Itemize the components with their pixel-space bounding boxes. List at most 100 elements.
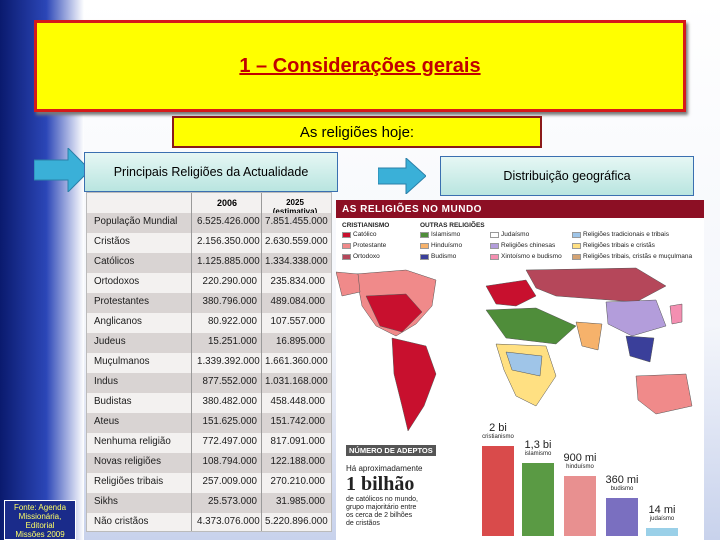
row-value: 31.985.000 [275, 496, 325, 507]
adepts-bar [646, 528, 678, 536]
bar-religion: cristianismo [482, 434, 514, 440]
legend-item: Xintoísmo e budismo [490, 253, 562, 260]
table-row: Ateus 151.625.000 151.742.000 [87, 413, 331, 434]
bar-label: 2 bi cristianismo [474, 422, 522, 440]
row-value: 2.156.350.000 [197, 236, 260, 247]
legend-swatch [572, 253, 581, 260]
legend-item: Protestante [342, 242, 386, 249]
row-label: Anglicanos [94, 316, 142, 327]
row-label: Judeus [94, 336, 126, 347]
bar-value: 14 mi [648, 504, 676, 517]
table-row: Anglicanos 80.922.000 107.557.000 [87, 313, 331, 334]
row-value: 1.125.885.000 [197, 256, 260, 267]
row-value: 220.290.000 [202, 276, 257, 287]
legend-item: Ortodoxo [342, 253, 380, 260]
legend-label: Islamismo [431, 231, 461, 238]
legend-item: Religiões tribais e cristãs [572, 242, 655, 249]
legend-label: Budismo [431, 253, 457, 260]
legend-heading: OUTRAS RELIGIÕES [420, 222, 485, 229]
row-value: 257.009.000 [202, 476, 257, 487]
row-label: Muçulmanos [94, 356, 150, 367]
row-value: 4.373.076.000 [197, 516, 260, 527]
legend-item: Religiões chinesas [490, 242, 555, 249]
religions-table: 2006 2025 (estimativa) População Mundial… [86, 192, 332, 532]
row-value: 235.834.000 [270, 276, 325, 287]
row-value: 25.573.000 [207, 496, 257, 507]
bar-value: 900 mi [563, 451, 597, 464]
row-label: Cristãos [94, 236, 130, 247]
bar-religion: hinduísmo [566, 463, 594, 470]
adepts-text: grupo majoritário entre [346, 504, 417, 511]
row-label: População Mundial [94, 216, 178, 227]
legend-item: Islamismo [420, 231, 460, 238]
row-value: 1.661.360.000 [265, 356, 328, 367]
legend-label: Judaísmo [501, 231, 530, 238]
row-value: 5.220.896.000 [265, 516, 328, 527]
row-value: 107.557.000 [270, 316, 325, 327]
legend-label: Religiões tradicionais e tribais [583, 231, 669, 238]
bar-label: 14 mi judaísmo [638, 504, 686, 522]
row-value: 151.625.000 [202, 416, 257, 427]
row-value: 458.448.000 [270, 396, 325, 407]
row-label: Budistas [94, 396, 132, 407]
table-row: Indus 877.552.000 1.031.168.000 [87, 373, 331, 394]
legend-label: Hinduísmo [431, 242, 463, 249]
bar-value: 1,3 bi [524, 439, 552, 452]
legend-item: Católico [342, 231, 376, 238]
adepts-text: de cristãos [346, 520, 380, 527]
row-value: 15.251.000 [207, 336, 257, 347]
legend-swatch [342, 231, 351, 238]
table-row: Budistas 380.482.000 458.448.000 [87, 393, 331, 414]
table-header: 2006 [216, 198, 238, 208]
legend-swatch [572, 242, 581, 249]
row-value: 1.339.392.000 [197, 356, 260, 367]
legend-item: Hinduísmo [420, 242, 462, 249]
right-label: Distribuição geográfica [503, 169, 631, 183]
legend-swatch [490, 253, 499, 260]
legend-label: Religiões tribais e cristãs [583, 242, 655, 249]
row-value: 2.630.559.000 [265, 236, 328, 247]
row-label: Nenhuma religião [94, 436, 171, 447]
adepts-big-number: 1 bilhão [346, 473, 415, 495]
legend-label: Xintoísmo e budismo [501, 253, 562, 260]
table-row: Novas religiões 108.794.000 122.188.000 [87, 453, 331, 474]
bar-label: 900 mi hinduísmo [556, 452, 604, 470]
table-row: População Mundial 6.525.426.000 7.851.455.… [87, 213, 331, 234]
adepts-text: os cerca de 2 bilhões [346, 512, 413, 519]
row-value: 1.031.168.000 [265, 376, 328, 387]
title-box: 1 – Considerações gerais [34, 20, 686, 112]
source-line: Fonte: Agenda [13, 503, 67, 512]
table-header-row: 2006 2025 (estimativa) [87, 193, 331, 216]
legend-label: Católico [353, 231, 377, 238]
adepts-bar [522, 463, 554, 536]
row-value: 380.482.000 [202, 396, 257, 407]
adepts-bar [606, 497, 638, 536]
legend-label: Religiões tribais, cristãs e muçulmana [583, 253, 693, 260]
legend-item: Budismo [420, 253, 456, 260]
source-box: Fonte: Agenda Missionária, Editorial Mis… [4, 500, 76, 540]
legend-swatch [420, 253, 429, 260]
row-value: 489.084.000 [270, 296, 325, 307]
table-row: Protestantes 380.796.000 489.084.000 [87, 293, 331, 314]
bar-value: 2 bi [489, 422, 507, 434]
world-religions-map: AS RELIGIÕES NO MUNDO CRISTIANISMO OUTRA… [336, 200, 704, 540]
legend-swatch [490, 242, 499, 249]
bar-label: 360 mi budismo [598, 474, 646, 492]
table-gridline [191, 193, 192, 531]
row-value: 151.742.000 [270, 416, 325, 427]
legend-swatch [342, 242, 351, 249]
left-label: Principais Religiões da Actualidade [113, 165, 309, 179]
legend-label: Protestante [353, 242, 387, 249]
legend-item: Religiões tradicionais e tribais [572, 231, 669, 238]
legend-swatch [420, 242, 429, 249]
row-label: Religiões tribais [94, 476, 164, 487]
legend-label: Ortodoxo [353, 253, 380, 260]
legend-swatch [572, 231, 581, 238]
row-value: 16.895.000 [275, 336, 325, 347]
adepts-title: NÚMERO DE ADEPTOS [346, 445, 436, 456]
adepts-text: de católicos no mundo, [346, 496, 418, 503]
slide-title: 1 – Considerações gerais [239, 54, 481, 77]
row-value: 1.334.338.000 [265, 256, 328, 267]
bar-religion: judaísmo [649, 516, 675, 523]
table-header: 2025 (estimativa) [272, 198, 318, 216]
